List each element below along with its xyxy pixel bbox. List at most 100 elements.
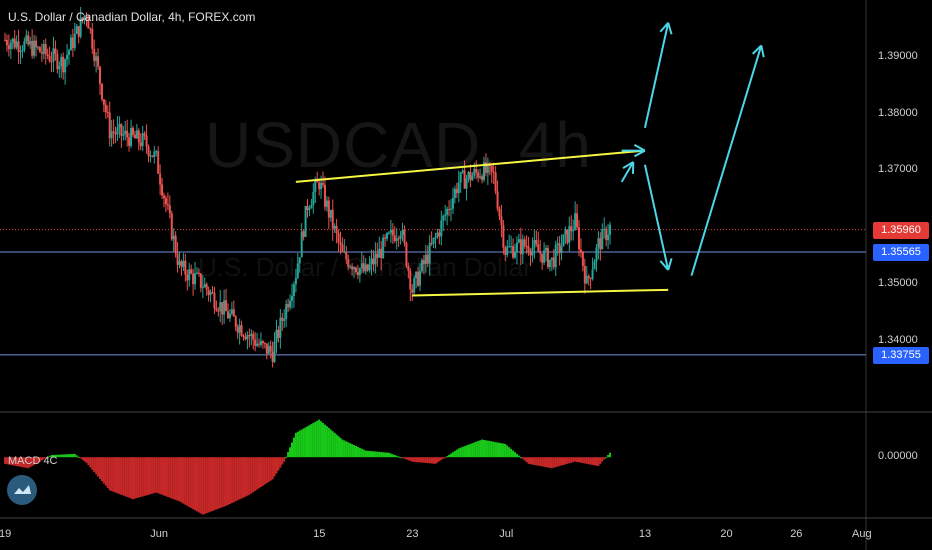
candle-body xyxy=(603,228,606,230)
macd-histogram-bar xyxy=(209,457,212,512)
macd-histogram-bar xyxy=(451,452,454,458)
candle-body xyxy=(335,225,338,234)
macd-histogram-bar xyxy=(56,454,59,458)
candle-body xyxy=(77,26,80,37)
candle-body xyxy=(451,197,454,209)
macd-histogram-bar xyxy=(506,445,509,458)
macd-indicator-title[interactable]: MACD 4C xyxy=(8,455,58,467)
macd-histogram-bar xyxy=(603,457,606,460)
macd-histogram-bar xyxy=(73,453,76,458)
candle-body xyxy=(174,235,177,254)
candle-body xyxy=(465,178,468,189)
candle-body xyxy=(353,267,356,270)
time-tick-label: 13 xyxy=(638,528,652,540)
macd-histogram-bar xyxy=(450,453,453,458)
macd-histogram-bar xyxy=(273,457,276,477)
candle-body xyxy=(545,247,548,251)
macd-histogram-bar xyxy=(498,442,501,458)
macd-histogram-bar xyxy=(477,441,480,458)
macd-histogram-bar xyxy=(58,454,61,458)
macd-histogram-bar xyxy=(337,436,340,458)
candle-body xyxy=(318,182,321,190)
macd-histogram-bar xyxy=(312,422,315,458)
candle-body xyxy=(473,168,476,176)
candle-body xyxy=(21,50,24,52)
candle-body xyxy=(461,170,464,173)
candle-body xyxy=(155,151,158,153)
candle-body xyxy=(87,16,90,29)
macd-histogram-bar xyxy=(159,457,162,495)
candle-body xyxy=(176,253,179,265)
macd-histogram-bar xyxy=(48,456,51,458)
macd-histogram-bar xyxy=(411,457,414,462)
candle-body xyxy=(589,278,592,280)
candle-body xyxy=(354,267,357,273)
candle-body xyxy=(382,237,385,259)
macd-histogram-bar xyxy=(149,457,152,495)
macd-histogram-bar xyxy=(182,457,185,504)
macd-histogram-bar xyxy=(194,457,197,511)
macd-histogram-bar xyxy=(397,456,400,458)
candle-body xyxy=(19,51,22,53)
macd-histogram-bar xyxy=(535,457,538,466)
candle-body xyxy=(67,50,70,55)
macd-histogram-bar xyxy=(128,457,131,498)
candle-body xyxy=(548,259,551,268)
macd-histogram-bar xyxy=(219,457,222,509)
candle-body xyxy=(151,155,154,157)
candle-body xyxy=(368,264,371,271)
macd-histogram-bar xyxy=(593,457,596,466)
candle-body xyxy=(581,251,584,266)
macd-histogram-bar xyxy=(331,431,334,458)
tradingview-logo-icon[interactable] xyxy=(7,475,37,505)
macd-histogram-bar xyxy=(261,457,264,486)
macd-histogram-bar xyxy=(343,440,346,458)
trendline-upper xyxy=(295,149,646,183)
candle-body xyxy=(120,124,123,136)
macd-histogram-bar xyxy=(232,457,235,503)
candle-body xyxy=(69,37,72,51)
candle-body xyxy=(17,41,20,53)
candle-body xyxy=(351,266,354,270)
macd-histogram-bar xyxy=(269,457,272,481)
macd-histogram-bar xyxy=(448,454,451,458)
macd-histogram-bar xyxy=(256,457,259,490)
candle-body xyxy=(170,213,173,240)
macd-histogram-bar xyxy=(479,440,482,458)
candle-body xyxy=(279,317,282,338)
macd-histogram-bar xyxy=(190,457,193,509)
macd-histogram-bar xyxy=(492,441,495,458)
candle-body xyxy=(145,135,148,147)
macd-histogram-bar xyxy=(570,457,573,463)
candle-body xyxy=(409,271,412,290)
projection-arrowhead-3-1 xyxy=(633,149,646,158)
macd-histogram-bar xyxy=(465,445,468,458)
macd-histogram-bar xyxy=(258,457,261,489)
candle-body xyxy=(380,248,383,259)
candle-body xyxy=(91,28,94,49)
candle-body xyxy=(15,41,18,48)
macd-histogram-bar xyxy=(376,451,379,458)
candle-body xyxy=(444,214,447,216)
macd-histogram-bar xyxy=(197,457,200,513)
candle-body xyxy=(391,229,394,236)
candle-body xyxy=(320,182,323,190)
macd-histogram-bar xyxy=(453,450,456,458)
candle-body xyxy=(182,260,185,267)
candle-body xyxy=(267,345,270,354)
candle-body xyxy=(75,26,78,34)
projection-arrow-4 xyxy=(690,45,763,276)
candle-body xyxy=(420,260,423,272)
candle-body xyxy=(5,39,8,46)
candle-body xyxy=(498,208,501,217)
macd-histogram-bar xyxy=(87,457,90,466)
candle-body xyxy=(517,239,520,243)
macd-histogram-bar xyxy=(201,457,204,515)
macd-histogram-bar xyxy=(263,457,266,485)
macd-histogram-bar xyxy=(523,457,526,461)
macd-histogram-bar xyxy=(242,457,245,498)
macd-histogram-bar xyxy=(102,457,105,484)
candle-body xyxy=(283,319,286,321)
